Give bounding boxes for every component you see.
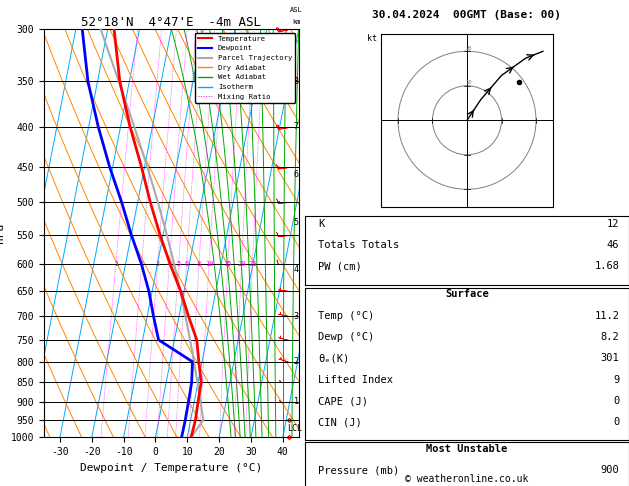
Text: kt: kt <box>367 34 377 43</box>
Text: 10: 10 <box>205 261 213 267</box>
Text: 11.2: 11.2 <box>594 311 620 321</box>
Text: 25: 25 <box>248 261 257 267</box>
Text: 8: 8 <box>197 261 201 267</box>
Text: K: K <box>318 219 324 229</box>
Text: 301: 301 <box>601 353 620 364</box>
Text: 8.2: 8.2 <box>601 332 620 342</box>
Text: θₑ(K): θₑ(K) <box>318 353 349 364</box>
Text: 9: 9 <box>613 375 620 385</box>
Text: 3: 3 <box>294 312 299 321</box>
Legend: Temperature, Dewpoint, Parcel Trajectory, Dry Adiabat, Wet Adiabat, Isotherm, Mi: Temperature, Dewpoint, Parcel Trajectory… <box>195 33 295 103</box>
Text: 12: 12 <box>607 219 620 229</box>
X-axis label: Dewpoint / Temperature (°C): Dewpoint / Temperature (°C) <box>81 463 262 473</box>
Text: 1: 1 <box>114 261 118 267</box>
Text: © weatheronline.co.uk: © weatheronline.co.uk <box>405 473 529 484</box>
Text: 4: 4 <box>167 261 172 267</box>
Title: 52°18'N  4°47'E  -4m ASL: 52°18'N 4°47'E -4m ASL <box>81 16 262 29</box>
Text: Most Unstable: Most Unstable <box>426 444 508 454</box>
Text: 6: 6 <box>184 261 189 267</box>
Text: 5: 5 <box>294 218 299 226</box>
Text: Temp (°C): Temp (°C) <box>318 311 374 321</box>
Text: 4: 4 <box>294 265 299 274</box>
Text: 0: 0 <box>613 417 620 428</box>
Text: PW (cm): PW (cm) <box>318 261 362 272</box>
Text: 20: 20 <box>237 261 246 267</box>
Text: km: km <box>292 19 301 25</box>
Text: ASL: ASL <box>290 7 303 13</box>
Text: 1.68: 1.68 <box>594 261 620 272</box>
Text: LCL: LCL <box>287 424 303 434</box>
Text: Dewp (°C): Dewp (°C) <box>318 332 374 342</box>
Text: Lifted Index: Lifted Index <box>318 375 393 385</box>
Text: CAPE (J): CAPE (J) <box>318 396 368 406</box>
Text: 10: 10 <box>465 80 472 85</box>
Text: 46: 46 <box>607 240 620 250</box>
Text: 1: 1 <box>294 397 299 406</box>
Text: Surface: Surface <box>445 289 489 299</box>
Text: 5: 5 <box>177 261 181 267</box>
Text: 15: 15 <box>223 261 232 267</box>
Text: 3: 3 <box>155 261 160 267</box>
Text: Pressure (mb): Pressure (mb) <box>318 465 399 475</box>
Text: 20: 20 <box>465 46 472 51</box>
Text: CIN (J): CIN (J) <box>318 417 362 428</box>
Text: 7: 7 <box>294 122 299 131</box>
Text: 30.04.2024  00GMT (Base: 00): 30.04.2024 00GMT (Base: 00) <box>372 10 562 20</box>
Text: 6: 6 <box>294 170 299 178</box>
Y-axis label: hPa: hPa <box>0 223 5 243</box>
Text: 0: 0 <box>613 396 620 406</box>
Text: Totals Totals: Totals Totals <box>318 240 399 250</box>
Text: 900: 900 <box>601 465 620 475</box>
Text: 2: 2 <box>140 261 144 267</box>
Text: 8: 8 <box>294 77 299 86</box>
Text: 2: 2 <box>294 357 299 366</box>
